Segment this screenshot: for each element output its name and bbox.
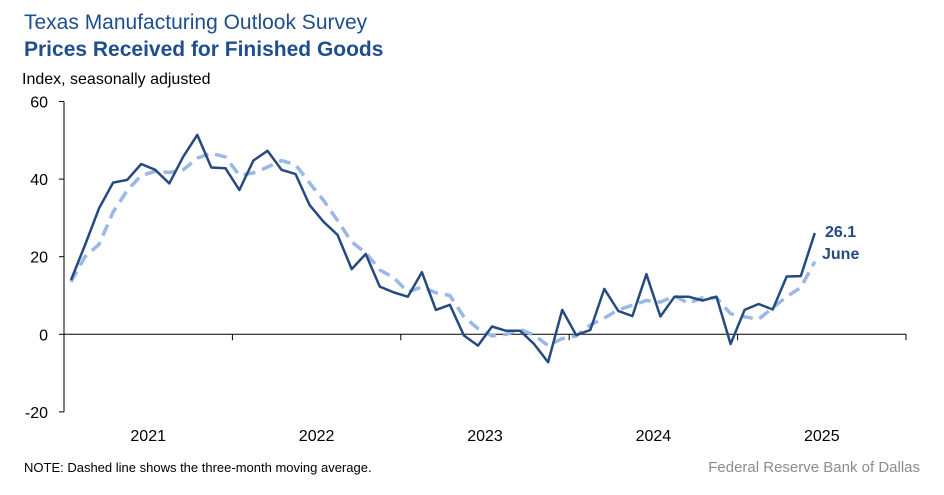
x-tick-label: 2025	[804, 428, 840, 445]
moving-average-line	[69, 151, 817, 348]
chart-title: Texas Manufacturing Outlook Survey	[24, 11, 368, 34]
footnote: NOTE: Dashed line shows the three-month …	[24, 460, 372, 475]
chart-subtitle: Prices Received for Finished Goods	[24, 38, 383, 61]
x-tick-label: 2022	[299, 428, 335, 445]
y-axis-unit-label: Index, seasonally adjusted	[22, 71, 211, 88]
x-tick-label: 2021	[130, 428, 166, 445]
y-tick-label: 60	[30, 95, 48, 112]
x-tick-label: 2024	[636, 428, 672, 445]
index-line	[69, 133, 816, 364]
y-tick-label: 40	[30, 172, 48, 189]
last-value-label: 26.1	[825, 224, 856, 241]
y-tick-label: 20	[30, 250, 48, 267]
y-tick-label: 0	[39, 327, 48, 344]
last-month-label: June	[822, 246, 859, 263]
x-tick-label: 2023	[467, 428, 503, 445]
y-tick-label: -20	[25, 405, 48, 422]
source-label: Federal Reserve Bank of Dallas	[708, 459, 920, 476]
